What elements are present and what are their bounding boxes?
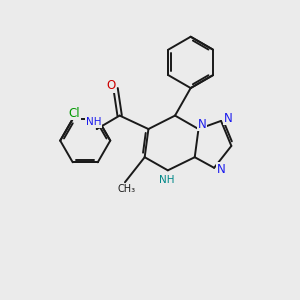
Text: O: O: [106, 80, 116, 92]
Text: N: N: [198, 118, 207, 131]
Text: NH: NH: [160, 175, 175, 185]
Text: Cl: Cl: [68, 107, 80, 120]
Text: NH: NH: [86, 117, 101, 127]
Text: N: N: [217, 163, 225, 176]
Text: CH₃: CH₃: [118, 184, 136, 194]
Text: N: N: [224, 112, 232, 125]
